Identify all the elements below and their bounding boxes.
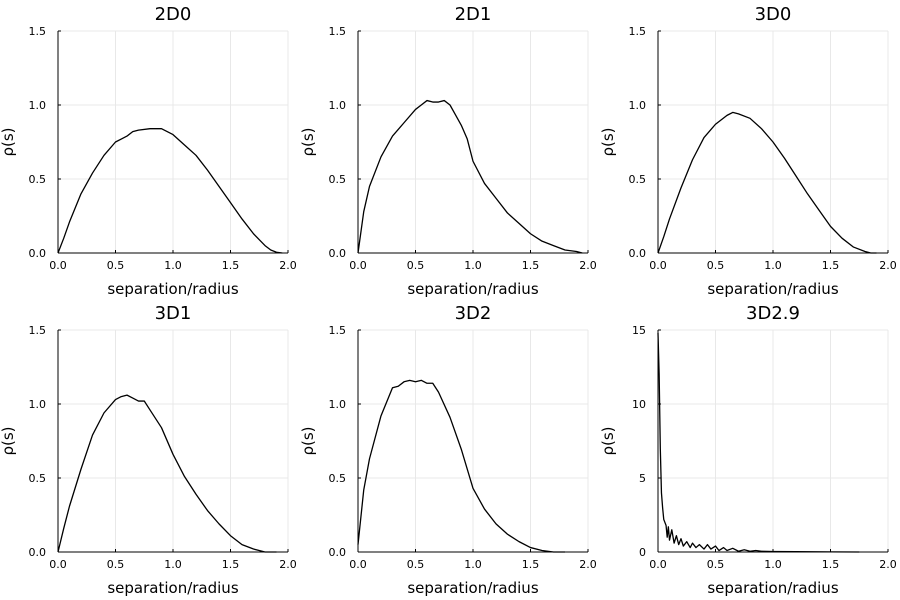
y-tick-label: 0.0 bbox=[629, 247, 647, 260]
y-tick-label: 1.5 bbox=[29, 25, 47, 38]
x-tick-label: 0.0 bbox=[349, 558, 367, 571]
chart-title: 3D2.9 bbox=[746, 303, 800, 324]
y-tick-label: 1.5 bbox=[329, 324, 347, 337]
x-tick-label: 1.0 bbox=[764, 259, 782, 272]
series-line bbox=[57, 128, 283, 254]
series-line bbox=[357, 99, 583, 254]
chart-title: 3D1 bbox=[155, 303, 192, 324]
x-tick-label: 2.0 bbox=[279, 259, 297, 272]
x-tick-label: 0.5 bbox=[707, 259, 725, 272]
x-tick-label: 1.0 bbox=[764, 558, 782, 571]
x-tick-label: 1.0 bbox=[164, 558, 182, 571]
x-tick-label: 0.0 bbox=[49, 558, 67, 571]
x-tick-label: 1.5 bbox=[522, 558, 540, 571]
chart-panel-4: 0.0 0.5 1.0 1.5 2.0 0.0 0.5 1.0 1.5 3D2 separation… bbox=[299, 303, 597, 597]
y-tick-label: 0.5 bbox=[329, 173, 347, 186]
y-axis-label: ρ(s) bbox=[299, 127, 317, 156]
x-tick-label: 1.5 bbox=[222, 558, 240, 571]
x-tick-label: 0.0 bbox=[49, 259, 67, 272]
x-tick-label: 1.5 bbox=[822, 259, 840, 272]
x-tick-label: 0.5 bbox=[707, 558, 725, 571]
series-line bbox=[357, 379, 565, 553]
chart-panel-0: 0.0 0.5 1.0 1.5 2.0 0.0 0.5 1.0 1.5 2D0 separation… bbox=[0, 4, 297, 298]
y-tick-label: 0.5 bbox=[29, 472, 47, 485]
x-tick-label: 1.5 bbox=[222, 259, 240, 272]
y-tick-label: 1.5 bbox=[329, 25, 347, 38]
x-tick-label: 0.0 bbox=[649, 259, 667, 272]
y-tick-label: 0.0 bbox=[29, 546, 47, 559]
y-tick-label: 0.5 bbox=[629, 173, 647, 186]
y-tick-label: 0.5 bbox=[29, 173, 47, 186]
x-axis-label: separation/radius bbox=[407, 579, 538, 597]
x-axis-label: separation/radius bbox=[407, 280, 538, 298]
chart-panel-3: 0.0 0.5 1.0 1.5 2.0 0.0 0.5 1.0 1.5 3D1 separation… bbox=[0, 303, 297, 597]
chart-panel-2: 0.0 0.5 1.0 1.5 2.0 0.0 0.5 1.0 1.5 3D0 separation… bbox=[599, 4, 897, 298]
y-tick-label: 1.5 bbox=[29, 324, 47, 337]
y-tick-label: 5 bbox=[639, 472, 646, 485]
y-tick-label: 1.0 bbox=[629, 99, 647, 112]
x-tick-label: 2.0 bbox=[879, 259, 897, 272]
y-tick-label: 1.5 bbox=[629, 25, 647, 38]
chart-title: 2D0 bbox=[155, 4, 192, 25]
y-axis-label: ρ(s) bbox=[0, 426, 17, 455]
x-tick-label: 1.5 bbox=[822, 558, 840, 571]
chart-title: 3D2 bbox=[455, 303, 492, 324]
x-tick-label: 2.0 bbox=[579, 558, 597, 571]
chart-panel-5: 0.0 0.5 1.0 1.5 2.0 0 5 10 15 3D2.9 separation/rad… bbox=[599, 303, 897, 597]
y-tick-label: 0.0 bbox=[329, 546, 347, 559]
y-tick-label: 1.0 bbox=[329, 99, 347, 112]
y-axis-label: ρ(s) bbox=[299, 426, 317, 455]
x-tick-label: 0.5 bbox=[107, 558, 125, 571]
x-tick-label: 1.0 bbox=[464, 259, 482, 272]
x-tick-label: 0.5 bbox=[407, 558, 425, 571]
x-tick-label: 1.5 bbox=[522, 259, 540, 272]
x-axis-label: separation/radius bbox=[707, 579, 838, 597]
x-tick-label: 2.0 bbox=[879, 558, 897, 571]
y-axis-label: ρ(s) bbox=[0, 127, 17, 156]
x-tick-label: 2.0 bbox=[579, 259, 597, 272]
series-line bbox=[57, 394, 277, 553]
y-axis-label: ρ(s) bbox=[599, 426, 617, 455]
chart-title: 2D1 bbox=[455, 4, 492, 25]
y-tick-label: 0.0 bbox=[329, 247, 347, 260]
x-tick-label: 0.0 bbox=[649, 558, 667, 571]
chart-title: 3D0 bbox=[755, 4, 792, 25]
x-tick-label: 0.0 bbox=[349, 259, 367, 272]
x-axis-label: separation/radius bbox=[707, 280, 838, 298]
y-tick-label: 1.0 bbox=[29, 99, 47, 112]
y-tick-label: 10 bbox=[632, 398, 646, 411]
x-axis-label: separation/radius bbox=[107, 579, 238, 597]
y-tick-label: 1.0 bbox=[29, 398, 47, 411]
chart-panel-1: 0.0 0.5 1.0 1.5 2.0 0.0 0.5 1.0 1.5 2D1 separation… bbox=[299, 4, 597, 298]
series-line bbox=[657, 332, 860, 553]
y-tick-label: 0 bbox=[639, 546, 646, 559]
y-tick-label: 0.0 bbox=[29, 247, 47, 260]
x-tick-label: 0.5 bbox=[407, 259, 425, 272]
x-tick-label: 1.0 bbox=[464, 558, 482, 571]
y-tick-label: 0.5 bbox=[329, 472, 347, 485]
series-line bbox=[657, 111, 877, 254]
y-axis-label: ρ(s) bbox=[599, 127, 617, 156]
x-tick-label: 1.0 bbox=[164, 259, 182, 272]
y-tick-label: 15 bbox=[632, 324, 646, 337]
y-tick-label: 1.0 bbox=[329, 398, 347, 411]
x-tick-label: 0.5 bbox=[107, 259, 125, 272]
x-axis-label: separation/radius bbox=[107, 280, 238, 298]
x-tick-label: 2.0 bbox=[279, 558, 297, 571]
